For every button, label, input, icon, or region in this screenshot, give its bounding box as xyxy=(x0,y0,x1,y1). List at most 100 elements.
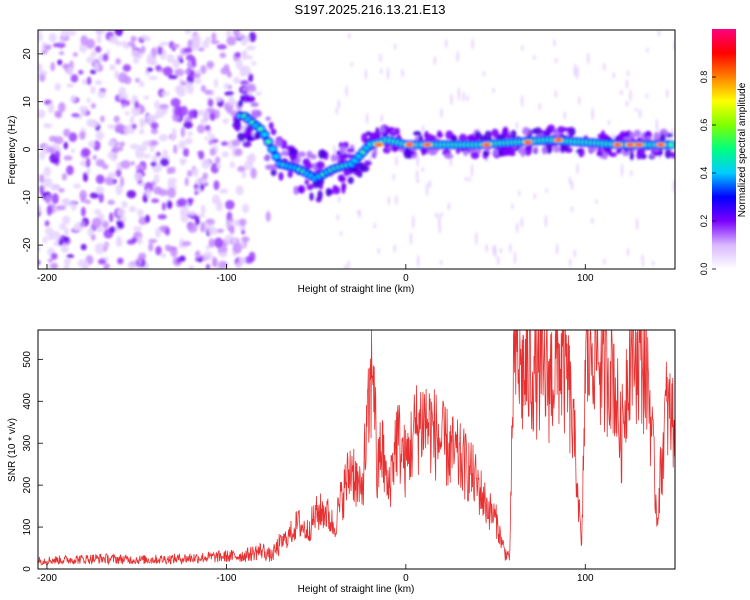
spectrogram-noise-blob xyxy=(38,204,42,213)
spectrogram-faint-blob xyxy=(373,222,376,229)
spectrogram-noise-blob xyxy=(206,60,215,69)
spectrogram-ridge-halo xyxy=(288,147,297,155)
x-tick-label: -200 xyxy=(37,273,57,284)
spectrogram-noise-blob xyxy=(265,211,271,222)
spectrogram-ridge-halo xyxy=(623,136,633,142)
spectrogram-noise-blob xyxy=(133,172,143,181)
spectrogram-faint-blob xyxy=(347,260,350,269)
spectrogram-noise-blob xyxy=(79,221,86,228)
spectrogram-noise-blob xyxy=(63,264,70,269)
spectrogram-ridge-halo xyxy=(306,150,313,159)
spectrogram-noise-blob xyxy=(225,199,235,210)
spectrogram-ridge-halo xyxy=(290,155,296,162)
spectrogram-noise-blob xyxy=(123,76,132,85)
spectrogram-noise-blob xyxy=(180,80,187,86)
spectrogram-noise-blob xyxy=(64,227,70,236)
spectrogram-noise-blob xyxy=(226,30,232,39)
spectrogram-noise-blob xyxy=(226,108,232,114)
spectrogram-ridge-halo xyxy=(546,124,556,133)
spectrogram-noise-blob xyxy=(56,41,66,49)
spectrogram-noise-blob xyxy=(193,73,201,79)
spectrogram-faint-blob xyxy=(336,214,339,221)
spectrogram-noise-blob xyxy=(109,35,119,44)
spectrogram-noise-blob xyxy=(101,163,109,170)
spectrogram-hotspot-core xyxy=(375,143,383,147)
spectrogram-noise-blob xyxy=(108,226,116,233)
spectrogram-ridge-green xyxy=(257,126,264,131)
spectrogram-faint-blob xyxy=(497,255,500,266)
spectrogram-faint-blob xyxy=(364,69,368,80)
spectrogram-faint-blob xyxy=(573,63,576,78)
spectrogram-faint-blob xyxy=(428,179,432,189)
spectrogram-noise-blob xyxy=(237,165,246,173)
spectrogram-noise-blob xyxy=(105,263,111,269)
spectrogram-noise-blob xyxy=(183,47,193,54)
spectrogram-noise-blob xyxy=(84,199,91,204)
spectrogram-noise-blob xyxy=(144,214,150,224)
spectrogram-ridge-halo xyxy=(372,146,378,157)
spectrogram-noise-blob xyxy=(155,245,162,256)
spectrogram-noise-blob xyxy=(107,151,115,160)
spectrogram-ridge-cyan xyxy=(268,146,276,152)
spectrogram-noise-blob xyxy=(95,174,105,185)
spectrogram-noise-blob xyxy=(220,141,229,146)
spectrogram-ridge-halo xyxy=(274,139,283,147)
spectrogram-noise-blob xyxy=(39,184,44,195)
spectrogram-ridge-halo xyxy=(562,127,572,132)
spectrogram-noise-blob xyxy=(138,80,145,88)
x-tick-label: 0 xyxy=(403,273,409,284)
spectrogram-ridge-halo xyxy=(389,131,397,137)
spectrogram-faint-blob xyxy=(630,170,633,177)
spectrogram-noise-blob xyxy=(204,89,213,95)
spectrogram-noise-blob xyxy=(128,206,137,213)
spectrogram-noise-blob xyxy=(62,215,71,225)
spectrogram-faint-blob xyxy=(344,263,347,269)
colorbar-tick-label: 0.4 xyxy=(699,167,709,180)
spectrogram-ridge-green xyxy=(265,139,271,144)
spectrogram-faint-blob xyxy=(445,38,448,49)
spectrogram-faint-blob xyxy=(348,33,351,39)
spectrogram-faint-blob xyxy=(569,258,572,267)
spectrogram-ridge-halo xyxy=(280,139,288,150)
spectrogram-noise-blob xyxy=(194,250,201,259)
spectrogram-ridge-halo xyxy=(268,121,274,130)
colorbar-tick-label: 0.8 xyxy=(699,71,709,84)
spectrogram-ridge-halo xyxy=(364,160,372,166)
spectrogram-noise-blob xyxy=(230,110,238,117)
spectrogram-noise-blob xyxy=(48,135,58,142)
spectrogram-noise-blob xyxy=(185,137,193,145)
spectrogram-noise-blob xyxy=(199,178,208,184)
spectrogram-faint-blob xyxy=(635,217,639,231)
spectrogram-ridge-green xyxy=(668,142,674,147)
spectrogram-noise-blob xyxy=(66,254,74,259)
snr-x-label: Height of straight line (km) xyxy=(298,584,415,595)
spectrogram-noise-blob xyxy=(148,242,154,252)
spectrogram-noise-blob xyxy=(158,134,169,142)
spectrogram-noise-blob xyxy=(229,161,236,169)
spectrogram-noise-blob xyxy=(126,239,136,245)
spectrogram-noise-blob xyxy=(56,205,67,211)
spectrogram-noise-blob xyxy=(66,66,74,77)
y-tick-label: 100 xyxy=(22,518,33,535)
spectrogram-noise-blob xyxy=(104,176,115,186)
spectrogram-noise-blob xyxy=(207,98,214,107)
spectrogram-noise-blob xyxy=(211,256,218,268)
spectrogram-ridge-halo xyxy=(609,152,617,158)
spectrogram-noise-blob xyxy=(200,85,207,93)
spectrogram-faint-blob xyxy=(672,179,675,194)
spectrogram-ridge-halo xyxy=(337,174,345,182)
spectrogram-noise-blob xyxy=(195,215,200,226)
spectrogram-noise-blob xyxy=(153,100,160,110)
spectrogram-ridge-halo xyxy=(653,150,661,157)
spectrogram-faint-blob xyxy=(440,259,443,266)
spectrogram-noise-blob xyxy=(188,264,194,269)
spectrogram-noise-blob xyxy=(38,260,41,265)
spectrogram-noise-blob xyxy=(234,148,243,157)
spectrogram-ridge-halo xyxy=(330,154,337,162)
spectrogram-faint-blob xyxy=(625,100,629,107)
spectrogram-ridge-halo xyxy=(278,172,284,181)
spectrogram-noise-blob xyxy=(203,251,213,261)
spectrogram-noise-blob xyxy=(79,43,88,53)
spectrogram-noise-blob xyxy=(166,54,175,63)
spectrogram-noise-blob xyxy=(58,102,66,113)
